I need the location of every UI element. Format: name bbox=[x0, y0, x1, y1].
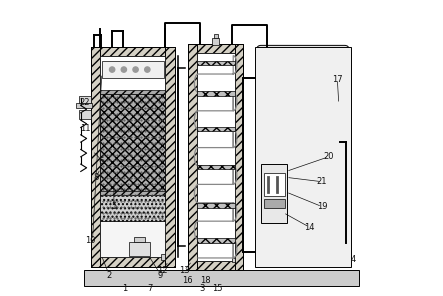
FancyBboxPatch shape bbox=[256, 45, 349, 147]
Text: 18: 18 bbox=[200, 276, 211, 285]
Text: 8: 8 bbox=[93, 173, 99, 182]
Text: 20: 20 bbox=[323, 152, 334, 161]
Bar bbox=[79, 96, 91, 102]
Bar bbox=[79, 110, 91, 119]
Bar bbox=[188, 44, 244, 270]
Bar bbox=[264, 199, 284, 208]
Circle shape bbox=[145, 67, 150, 72]
Bar bbox=[264, 173, 284, 196]
Bar bbox=[197, 203, 235, 207]
Bar bbox=[101, 94, 165, 221]
Bar bbox=[188, 261, 244, 270]
Text: 6: 6 bbox=[99, 157, 104, 166]
Bar bbox=[188, 44, 197, 270]
Bar bbox=[197, 238, 235, 243]
Bar bbox=[197, 127, 235, 131]
Text: 5: 5 bbox=[111, 202, 117, 211]
Bar bbox=[76, 103, 93, 108]
Bar bbox=[91, 47, 101, 267]
Bar bbox=[101, 221, 165, 257]
Bar bbox=[188, 44, 244, 53]
Text: 12: 12 bbox=[157, 266, 167, 275]
Bar bbox=[133, 237, 145, 242]
Bar bbox=[197, 91, 235, 96]
Bar bbox=[232, 258, 235, 262]
Text: 1: 1 bbox=[122, 284, 127, 293]
Text: 19: 19 bbox=[317, 202, 327, 211]
Bar bbox=[84, 270, 359, 286]
Text: 4: 4 bbox=[351, 255, 356, 264]
Text: 15: 15 bbox=[213, 284, 223, 293]
Text: 10: 10 bbox=[85, 236, 95, 245]
Text: 13: 13 bbox=[179, 266, 190, 275]
Bar bbox=[214, 34, 218, 38]
Bar bbox=[235, 44, 244, 270]
Text: 9: 9 bbox=[157, 271, 163, 280]
Text: 21: 21 bbox=[317, 177, 327, 186]
Bar bbox=[101, 56, 165, 257]
Bar bbox=[101, 192, 165, 195]
Circle shape bbox=[133, 67, 138, 72]
Bar bbox=[161, 255, 165, 260]
Bar bbox=[197, 165, 235, 169]
Bar bbox=[212, 38, 219, 45]
Text: 2: 2 bbox=[106, 271, 111, 280]
Text: 3: 3 bbox=[200, 284, 205, 293]
Text: 22: 22 bbox=[79, 98, 89, 107]
Circle shape bbox=[109, 67, 115, 72]
Text: 16: 16 bbox=[183, 276, 193, 285]
Bar bbox=[101, 195, 165, 221]
Bar bbox=[197, 53, 235, 261]
Text: 14: 14 bbox=[304, 223, 315, 232]
Circle shape bbox=[121, 67, 127, 72]
Text: 11: 11 bbox=[80, 124, 90, 133]
Bar bbox=[101, 94, 165, 195]
Bar bbox=[102, 62, 164, 78]
Bar bbox=[101, 90, 165, 94]
Bar bbox=[261, 164, 288, 223]
Text: 7: 7 bbox=[147, 284, 152, 293]
Bar bbox=[255, 47, 350, 267]
Bar bbox=[91, 47, 175, 56]
Bar bbox=[129, 242, 150, 256]
Text: 17: 17 bbox=[332, 75, 342, 83]
Bar bbox=[91, 47, 175, 267]
Bar bbox=[165, 47, 175, 267]
Bar bbox=[197, 61, 235, 65]
Bar bbox=[91, 257, 175, 267]
